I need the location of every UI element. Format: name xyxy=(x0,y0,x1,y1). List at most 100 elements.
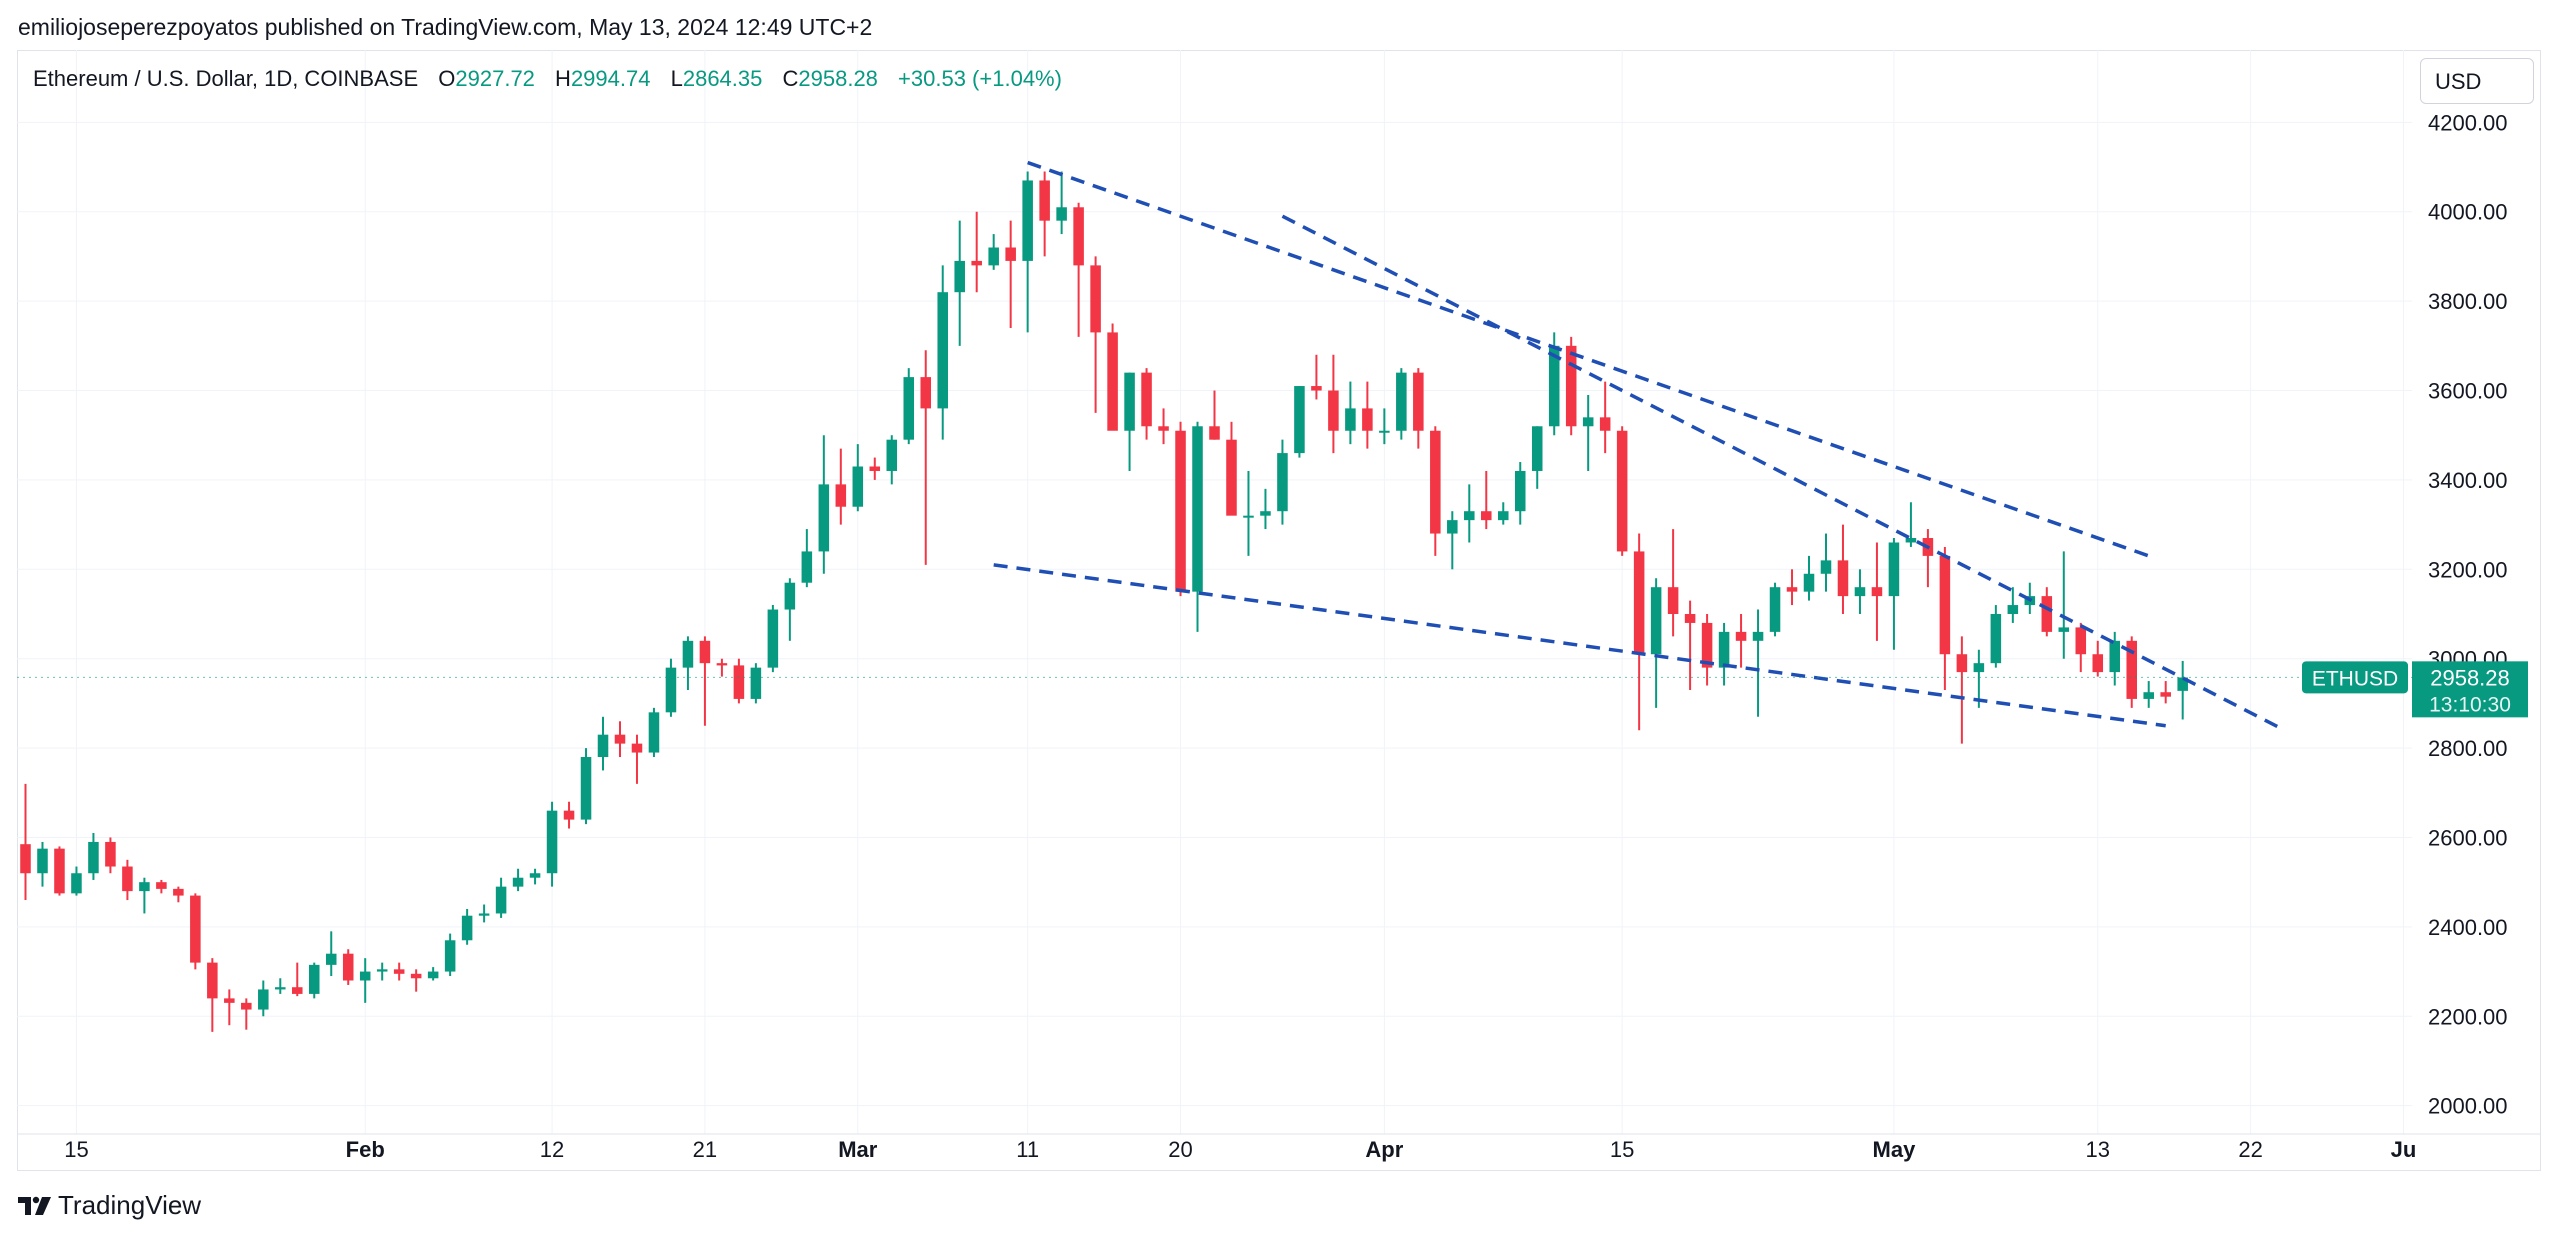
candle-body xyxy=(614,734,626,744)
x-tick-label: 20 xyxy=(1168,1137,1192,1162)
x-tick-label: Mar xyxy=(838,1137,878,1162)
candle-body xyxy=(1056,207,1067,221)
change-value: +30.53 (+1.04%) xyxy=(898,66,1062,91)
candle-body xyxy=(2007,605,2019,614)
price-tag-value: 2958.28 xyxy=(2430,665,2510,690)
candle-body xyxy=(1531,426,1543,471)
publisher-byline: emiliojoseperezpoyatos published on Trad… xyxy=(18,14,873,40)
candle-body xyxy=(2177,677,2188,691)
candle-body xyxy=(292,987,303,994)
candle-body xyxy=(2143,692,2154,699)
candle-body xyxy=(750,667,762,699)
candle-body xyxy=(2058,627,2070,632)
candle-body xyxy=(1294,386,1305,454)
candle-body xyxy=(937,292,948,409)
low-value: 2864.35 xyxy=(682,66,763,91)
candle-body xyxy=(1888,542,1900,597)
candle-body xyxy=(1956,654,1968,673)
candle-body xyxy=(1871,587,1883,597)
candle-body xyxy=(1396,372,1407,431)
candle-body xyxy=(359,971,371,981)
candle-body xyxy=(461,915,473,941)
candle-body xyxy=(308,964,320,994)
candle-body xyxy=(1005,247,1016,261)
candle-body xyxy=(2126,640,2137,699)
candle-body xyxy=(478,913,490,916)
candle-body xyxy=(156,882,167,889)
y-tick-label: 2200.00 xyxy=(2428,1004,2508,1029)
candle-body xyxy=(1820,560,1832,574)
x-tick-label: 15 xyxy=(64,1137,88,1162)
candle-body xyxy=(903,377,915,440)
candle-body xyxy=(631,743,643,753)
tradingview-logo[interactable]: TradingView xyxy=(18,1190,201,1221)
candle-body xyxy=(1107,332,1118,431)
candle-body xyxy=(410,973,422,979)
candle-body xyxy=(1073,207,1084,266)
candle-body xyxy=(427,971,439,979)
candle-body xyxy=(1430,430,1441,534)
close-value: 2958.28 xyxy=(798,66,878,91)
x-tick-label: 13 xyxy=(2086,1137,2110,1162)
high-label: H xyxy=(555,66,571,91)
tradingview-brand: TradingView xyxy=(58,1190,202,1220)
y-tick-label: 3200.00 xyxy=(2428,557,2508,582)
y-tick-label: 2600.00 xyxy=(2428,825,2508,850)
candle-body xyxy=(1905,538,1917,543)
candle-body xyxy=(1854,587,1866,597)
inner-upper-line xyxy=(1281,214,2286,732)
candle-body xyxy=(563,810,575,820)
candle-body xyxy=(1616,430,1628,552)
candle-body xyxy=(784,582,796,610)
currency-button[interactable]: USD xyxy=(2420,58,2534,104)
candle-body xyxy=(1447,520,1458,534)
y-tick-label: 2800.00 xyxy=(2428,736,2508,761)
candle-body xyxy=(512,877,524,887)
close-label: C xyxy=(782,66,799,91)
candle-body xyxy=(1090,265,1101,333)
candle-body xyxy=(648,712,660,753)
x-tick-label: May xyxy=(1873,1137,1917,1162)
candle-body xyxy=(1175,430,1186,592)
candle-body xyxy=(1311,386,1322,391)
candle-body xyxy=(2109,640,2121,673)
candle-body xyxy=(1599,417,1611,431)
candle-body xyxy=(665,667,677,713)
candle-body xyxy=(1277,453,1288,512)
chart-pane[interactable] xyxy=(17,50,2541,1171)
candle-body xyxy=(954,260,965,293)
candle-body xyxy=(139,882,150,892)
candle-body xyxy=(1345,408,1356,431)
candle-body xyxy=(529,873,541,878)
candle-body xyxy=(1633,551,1645,655)
candle-body xyxy=(207,962,218,999)
candle-body xyxy=(173,888,184,896)
outer-upper-line xyxy=(1027,160,2150,558)
candle-body xyxy=(241,1002,252,1010)
candle-body xyxy=(1497,511,1509,521)
candle-body xyxy=(224,998,235,1003)
symbol-tag-label: ETHUSD xyxy=(2312,667,2398,690)
candle-body xyxy=(1022,180,1033,261)
x-tick-label: Ju xyxy=(2391,1137,2417,1162)
candle-body xyxy=(2041,596,2053,632)
candle-body xyxy=(1514,470,1526,512)
candle-body xyxy=(1464,511,1475,521)
candle-body xyxy=(1565,345,1577,427)
symbol-name[interactable]: Ethereum / U.S. Dollar, 1D, COINBASE xyxy=(33,66,419,91)
candle-body xyxy=(971,260,982,266)
candle-body xyxy=(852,466,864,507)
candle-body xyxy=(1413,372,1424,431)
candle-body xyxy=(1735,631,1747,641)
y-tick-label: 3800.00 xyxy=(2428,289,2508,314)
candle-body xyxy=(988,247,999,266)
candle-body xyxy=(1158,426,1169,431)
candle-body xyxy=(733,665,745,699)
candle-body xyxy=(37,848,48,874)
candle-body xyxy=(444,940,456,972)
candle-body xyxy=(767,609,779,668)
candle-body xyxy=(1582,417,1594,427)
candle-body xyxy=(122,866,133,892)
candle-body xyxy=(2075,627,2087,655)
